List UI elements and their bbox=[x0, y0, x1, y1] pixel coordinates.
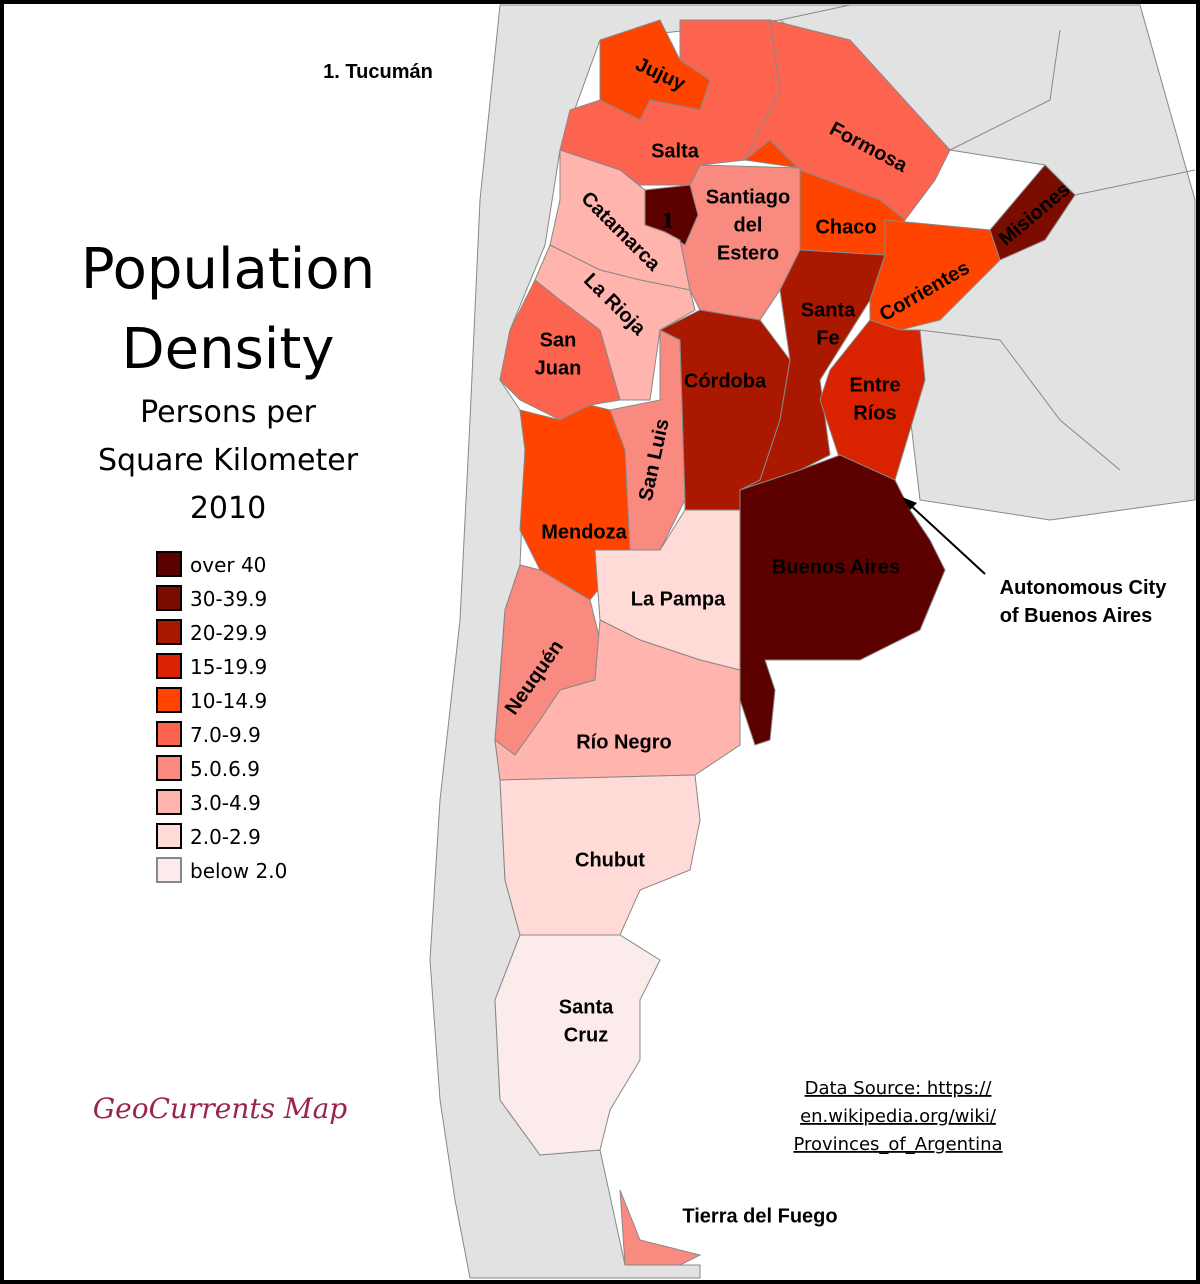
province-label: Salta bbox=[651, 140, 700, 162]
province-label: Salta bbox=[651, 140, 700, 162]
province-label: Río Negro bbox=[576, 731, 672, 753]
province-label: Santa bbox=[801, 299, 856, 321]
legend-swatch bbox=[156, 857, 182, 883]
legend-label: below 2.0 bbox=[190, 859, 287, 883]
legend-label: 10-14.9 bbox=[190, 689, 267, 713]
province-label: Tierra del Fuego bbox=[682, 1205, 837, 1227]
province bbox=[499, 774, 701, 936]
province-label: 1 bbox=[661, 209, 675, 233]
province-label: Buenos Aires bbox=[772, 556, 900, 578]
province-label: 1 bbox=[661, 209, 675, 233]
province-label: San bbox=[540, 329, 577, 351]
legend-label: 15-19.9 bbox=[190, 655, 267, 679]
source: Provinces_of_Argentina bbox=[793, 1134, 1002, 1155]
legend-swatch bbox=[156, 653, 182, 679]
subtitle: Square Kilometer bbox=[98, 443, 359, 478]
subtitle: 2010 bbox=[190, 491, 266, 526]
province-label: Chaco bbox=[815, 216, 876, 238]
source: en.wikipedia.org/wiki/ bbox=[800, 1106, 997, 1127]
legend-swatch bbox=[156, 551, 182, 577]
annotation: Autonomous City bbox=[1000, 577, 1168, 599]
province-label: Cruz bbox=[564, 1024, 608, 1046]
province-label: Córdoba bbox=[684, 370, 767, 392]
province-label: Chubut bbox=[575, 849, 645, 871]
province bbox=[494, 934, 661, 1156]
province-label: Buenos Aires bbox=[772, 556, 900, 578]
legend-label: over 40 bbox=[190, 553, 266, 577]
legend-label: 2.0-2.9 bbox=[190, 825, 261, 849]
province bbox=[619, 1189, 702, 1266]
province-label: Ríos bbox=[853, 402, 896, 424]
legend-swatch bbox=[156, 789, 182, 815]
province-label: Chubut bbox=[575, 849, 645, 871]
legend: over 40 30-39.9 20-29.9 15-19.9 10-14.9 7.0-9… bbox=[156, 551, 287, 883]
annotation-arrow bbox=[907, 502, 986, 575]
legend-swatch bbox=[156, 755, 182, 781]
legend-swatch bbox=[156, 687, 182, 713]
province-label: San Juan bbox=[535, 329, 582, 379]
legend-swatch bbox=[156, 823, 182, 849]
province-label: La Pampa bbox=[631, 588, 726, 610]
province-label: Entre bbox=[849, 374, 900, 396]
province-label: Mendoza bbox=[541, 521, 627, 543]
province-label: Fe bbox=[816, 327, 839, 349]
legend-swatch bbox=[156, 721, 182, 747]
province-label: Santa Cruz bbox=[559, 996, 614, 1046]
legend-label: 5.0.6.9 bbox=[190, 757, 260, 781]
title: Density bbox=[122, 317, 335, 382]
province-label: Juan bbox=[535, 357, 582, 379]
title: Population bbox=[81, 237, 375, 302]
subtitle: Persons per bbox=[140, 395, 316, 430]
province-label: Córdoba bbox=[684, 370, 767, 392]
province-label: Mendoza bbox=[541, 521, 627, 543]
province-label: Santa bbox=[559, 996, 614, 1018]
province-label: Entre Ríos bbox=[849, 374, 900, 424]
province bbox=[989, 164, 1076, 261]
province-label: Tierra del Fuego bbox=[682, 1205, 837, 1227]
province bbox=[739, 454, 946, 746]
credit: GeoCurrents Map bbox=[93, 1092, 348, 1125]
province-label: La Pampa bbox=[631, 588, 726, 610]
legend-swatch bbox=[156, 585, 182, 611]
legend-swatch bbox=[156, 619, 182, 645]
footnote: 1. Tucumán bbox=[323, 61, 433, 83]
legend-label: 20-29.9 bbox=[190, 621, 267, 645]
province-label: Chaco bbox=[815, 216, 876, 238]
arrow-head bbox=[902, 497, 917, 510]
source: Data Source: https:// bbox=[805, 1078, 993, 1099]
province bbox=[549, 149, 691, 291]
province-label: Santiago del Estero bbox=[706, 186, 790, 264]
legend-label: 30-39.9 bbox=[190, 587, 267, 611]
province-label: Río Negro bbox=[576, 731, 672, 753]
legend-label: 7.0-9.9 bbox=[190, 723, 261, 747]
province-label: Santa Fe bbox=[801, 299, 856, 349]
province-label: Estero bbox=[717, 242, 779, 264]
province-label: Santiago bbox=[706, 186, 790, 208]
legend-label: 3.0-4.9 bbox=[190, 791, 261, 815]
annotation: of Buenos Aires bbox=[1000, 605, 1153, 627]
provinces bbox=[494, 19, 1076, 1266]
province-label: del bbox=[734, 214, 763, 236]
